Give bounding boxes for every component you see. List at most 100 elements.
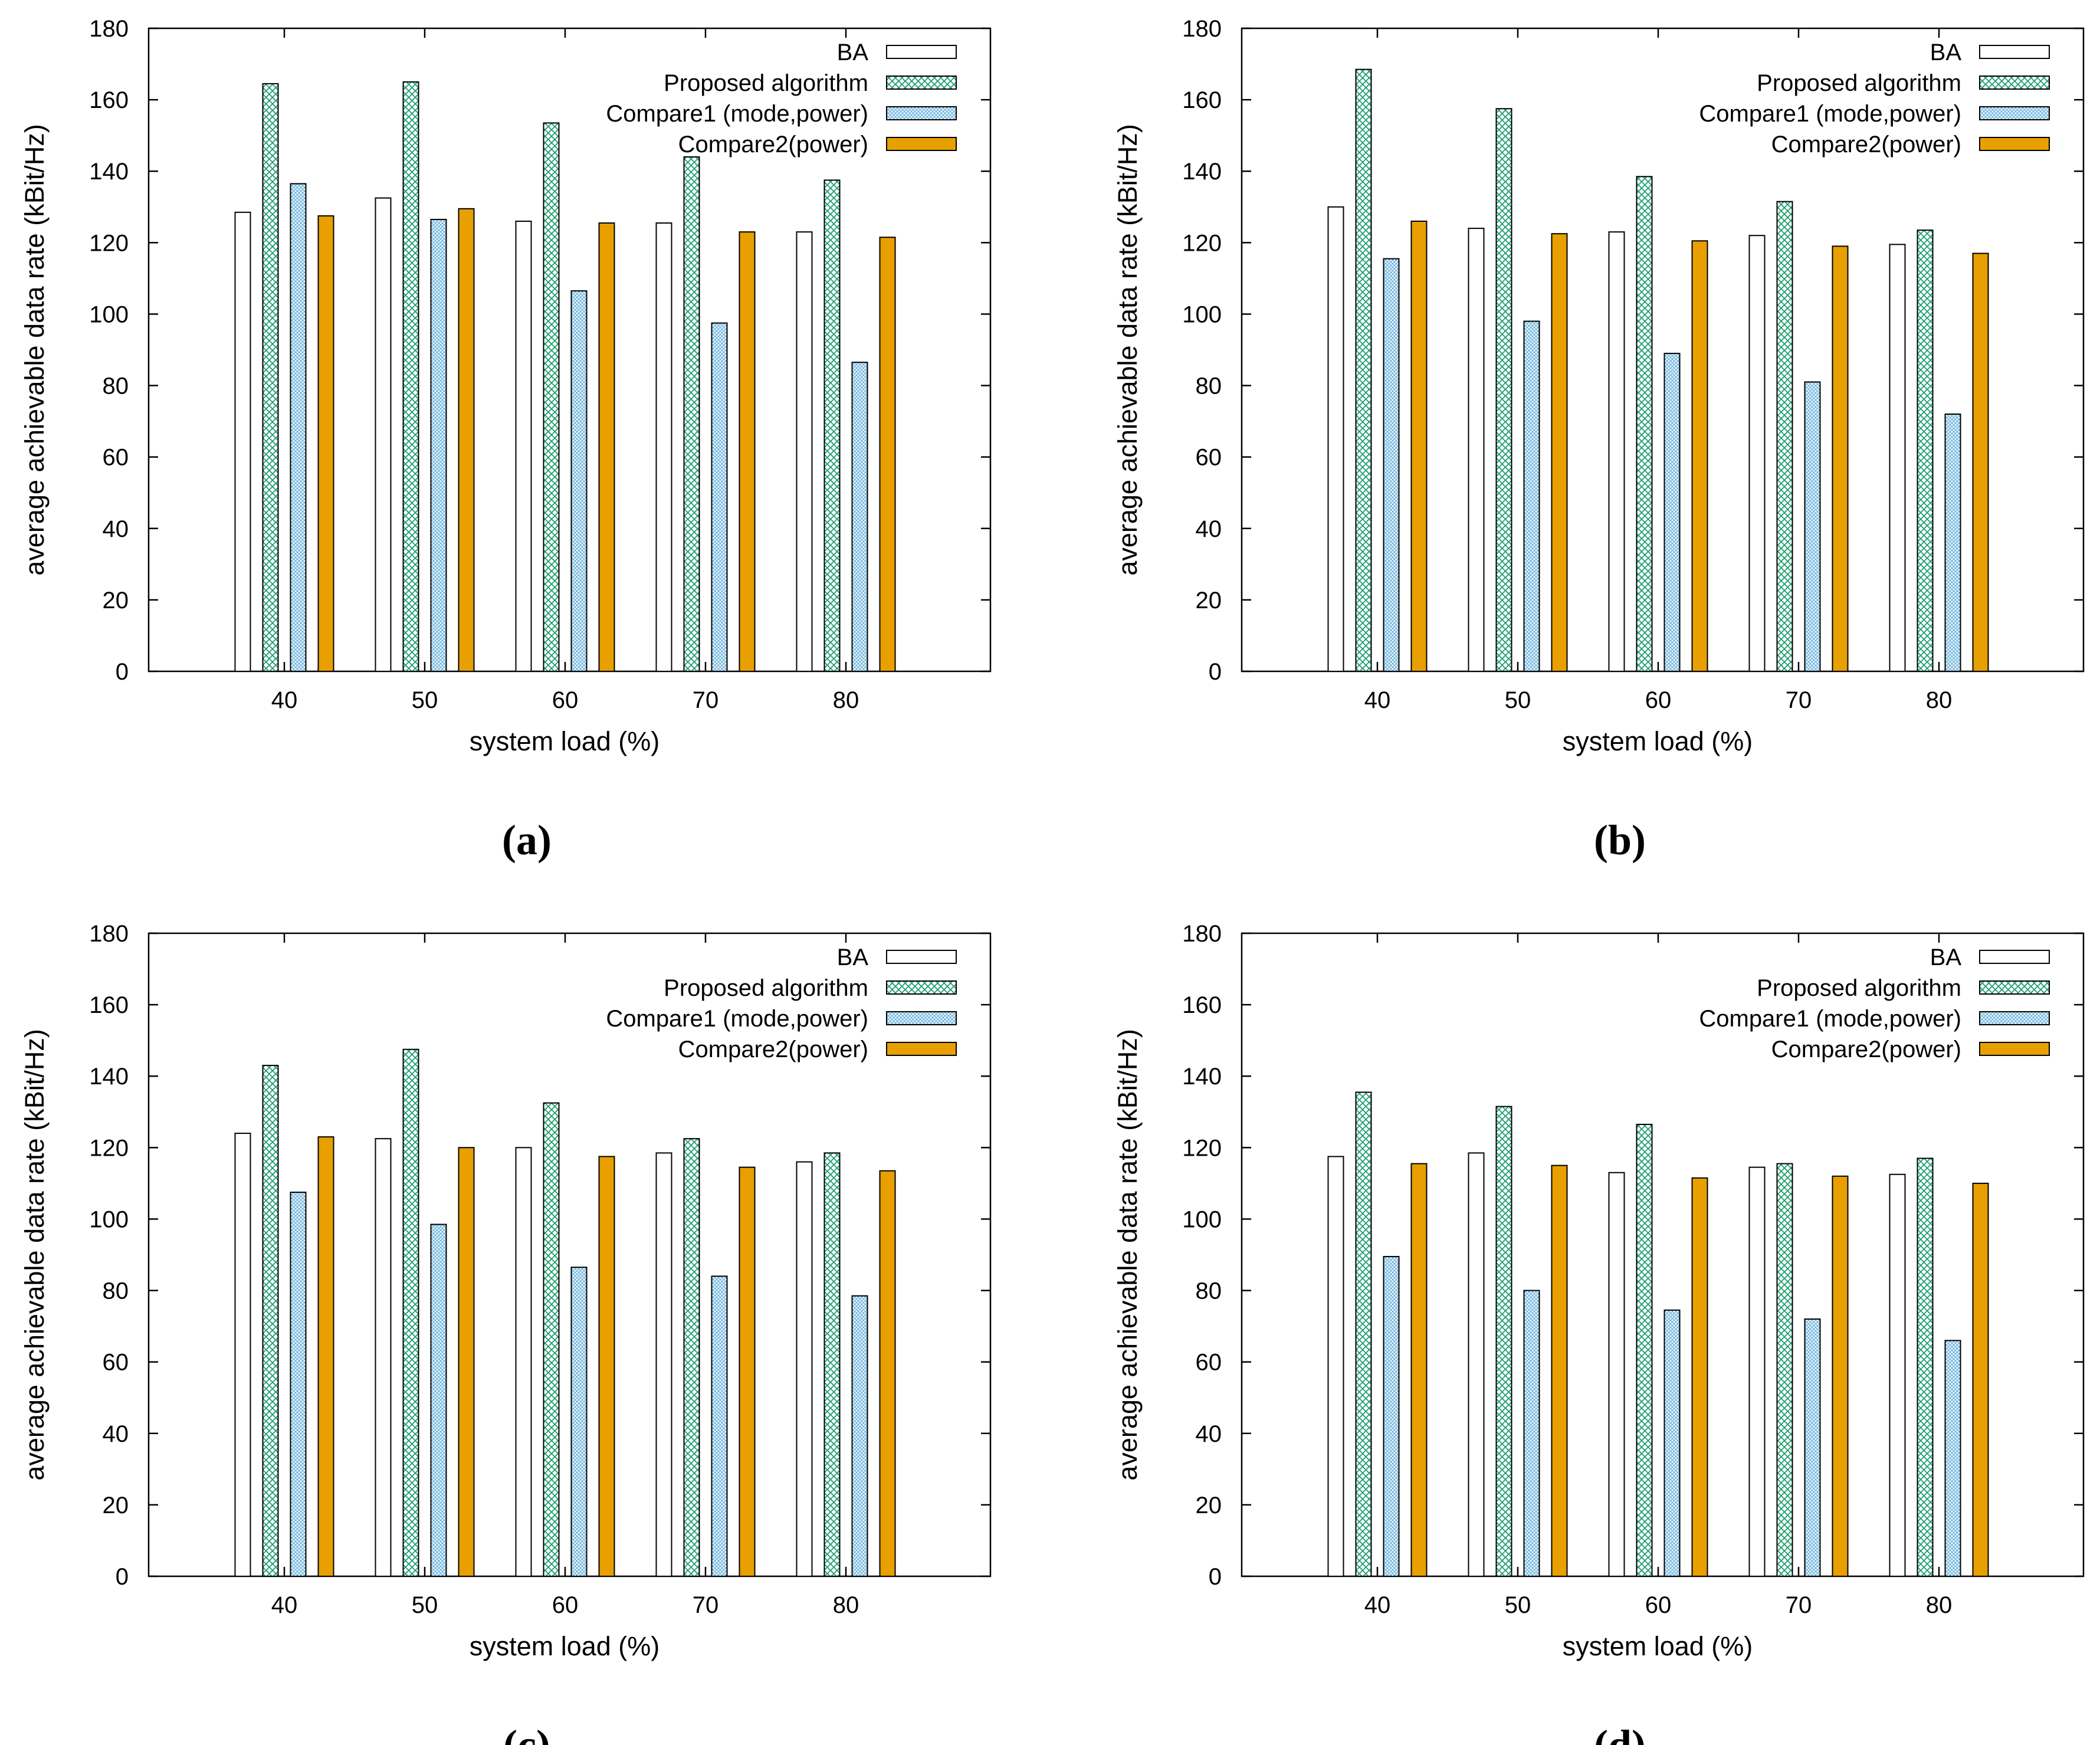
- y-tick-label: 160: [89, 87, 129, 113]
- bar-proposed: [1495, 1106, 1512, 1577]
- legend-label: Compare1 (mode,power): [1699, 101, 1961, 127]
- y-tick-label: 100: [89, 1206, 129, 1232]
- bar-compare1: [1523, 1290, 1540, 1577]
- bar-compare2: [458, 208, 475, 672]
- legend-swatch-proposed: [886, 76, 957, 90]
- y-tick-label: 160: [1182, 87, 1222, 113]
- panel-caption: (c): [503, 1721, 550, 1745]
- legend-swatch-proposed: [1979, 76, 2050, 90]
- legend-label: Proposed algorithm: [1757, 975, 1961, 1001]
- y-tick-label: 140: [1182, 1064, 1222, 1090]
- x-tick-label: 80: [833, 1592, 859, 1618]
- x-tick-label: 50: [1505, 1592, 1531, 1618]
- bar-proposed: [823, 179, 841, 673]
- y-tick-label: 80: [1196, 373, 1222, 399]
- bar-compare1: [851, 362, 868, 672]
- bar-proposed: [1917, 229, 1934, 672]
- bar-compare2: [1410, 221, 1428, 672]
- bar-compare2: [458, 1147, 475, 1577]
- bar-proposed: [1776, 201, 1793, 672]
- legend-label: Compare2(power): [1771, 132, 1961, 158]
- bar-compare1: [1383, 1256, 1400, 1577]
- y-tick-label: 40: [103, 1421, 129, 1447]
- bar-compare1: [1663, 353, 1681, 672]
- bar-ba: [375, 197, 392, 672]
- legend-swatch-compare1: [886, 106, 957, 120]
- legend-label: BA: [1930, 40, 1962, 65]
- x-tick-label: 40: [1364, 1592, 1391, 1618]
- legend-swatch-ba: [1979, 45, 2050, 59]
- y-tick-label: 20: [103, 588, 129, 614]
- y-tick-label: 180: [1182, 16, 1222, 42]
- bar-proposed: [683, 1138, 700, 1577]
- bar-ba: [1327, 1156, 1344, 1577]
- plot-frame: [1241, 27, 2085, 673]
- y-tick-label: 60: [103, 445, 129, 471]
- y-tick-label: 180: [89, 16, 129, 42]
- bar-compare2: [1410, 1163, 1428, 1577]
- x-tick-label: 80: [1926, 687, 1953, 713]
- chart-panel: 0 20 40 60 80 100 120 140 160 180 40 50 60 70 80 BA Prop…: [1113, 921, 2085, 1745]
- bar-compare1: [711, 322, 728, 672]
- plot-frame: [147, 27, 992, 673]
- bar-compare1: [1804, 1318, 1821, 1577]
- x-tick-label: 50: [412, 1592, 438, 1618]
- legend-label: BA: [1930, 944, 1962, 970]
- legend-label: Compare2(power): [678, 1036, 868, 1062]
- y-tick-label: 120: [89, 1135, 129, 1161]
- x-tick-label: 60: [552, 1592, 579, 1618]
- y-tick-label: 180: [89, 921, 129, 947]
- y-tick-label: 120: [1182, 1135, 1222, 1161]
- bar-proposed: [1355, 68, 1372, 672]
- legend-swatch-ba: [886, 950, 957, 964]
- bar-proposed: [823, 1152, 841, 1577]
- bar-compare2: [879, 1170, 896, 1577]
- panel-caption: (d): [1594, 1721, 1646, 1745]
- bar-compare2: [598, 1156, 615, 1577]
- y-tick-label: 180: [1182, 921, 1222, 947]
- bar-compare1: [570, 1267, 588, 1577]
- chart-panel: 0 20 40 60 80 100 120 140 160 180 40 50 60 70 80 BA Prop…: [1113, 16, 2085, 864]
- plot-frame: [147, 932, 992, 1577]
- x-tick-label: 70: [693, 687, 719, 713]
- chart-panel: 0 20 40 60 80 100 120 140 160 180 40 50 60 70 80 BA Prop…: [19, 16, 992, 864]
- bar-compare2: [739, 231, 756, 672]
- legend-swatch-compare2: [1979, 137, 2050, 151]
- y-tick-label: 140: [1182, 159, 1222, 185]
- legend-swatch-compare2: [886, 137, 957, 151]
- plot-frame: [1241, 932, 2085, 1577]
- bar-ba: [1889, 244, 1906, 673]
- legend-label: Proposed algorithm: [1757, 70, 1961, 96]
- x-tick-label: 40: [271, 687, 298, 713]
- bar-proposed: [402, 1048, 419, 1577]
- x-tick-label: 60: [552, 687, 579, 713]
- x-tick-label: 40: [1364, 687, 1391, 713]
- bar-proposed: [543, 1102, 560, 1577]
- bar-ba: [375, 1138, 392, 1577]
- x-axis-label: system load (%): [470, 1631, 660, 1661]
- legend-label: Compare1 (mode,power): [1699, 1006, 1961, 1032]
- legend-label: BA: [837, 944, 869, 970]
- legend-swatch-ba: [1979, 950, 2050, 964]
- bar-ba: [234, 1133, 251, 1577]
- bar-compare1: [290, 183, 307, 672]
- bar-ba: [1608, 231, 1625, 672]
- legend-label: Proposed algorithm: [664, 975, 868, 1001]
- y-tick-label: 100: [89, 301, 129, 327]
- y-tick-label: 0: [116, 1564, 129, 1590]
- bar-ba: [1748, 235, 1766, 672]
- y-tick-label: 20: [103, 1493, 129, 1518]
- bar-ba: [655, 222, 672, 672]
- bar-proposed: [543, 122, 560, 672]
- bar-proposed: [262, 83, 279, 673]
- bar-compare2: [1972, 252, 1989, 672]
- y-tick-label: 80: [1196, 1278, 1222, 1304]
- legend-swatch-proposed: [1979, 980, 2050, 995]
- bar-compare2: [1691, 1177, 1708, 1577]
- bar-proposed: [1355, 1091, 1372, 1577]
- y-tick-label: 160: [89, 992, 129, 1018]
- x-tick-label: 70: [693, 1592, 719, 1618]
- bar-compare2: [1551, 233, 1568, 672]
- bar-compare1: [711, 1275, 728, 1577]
